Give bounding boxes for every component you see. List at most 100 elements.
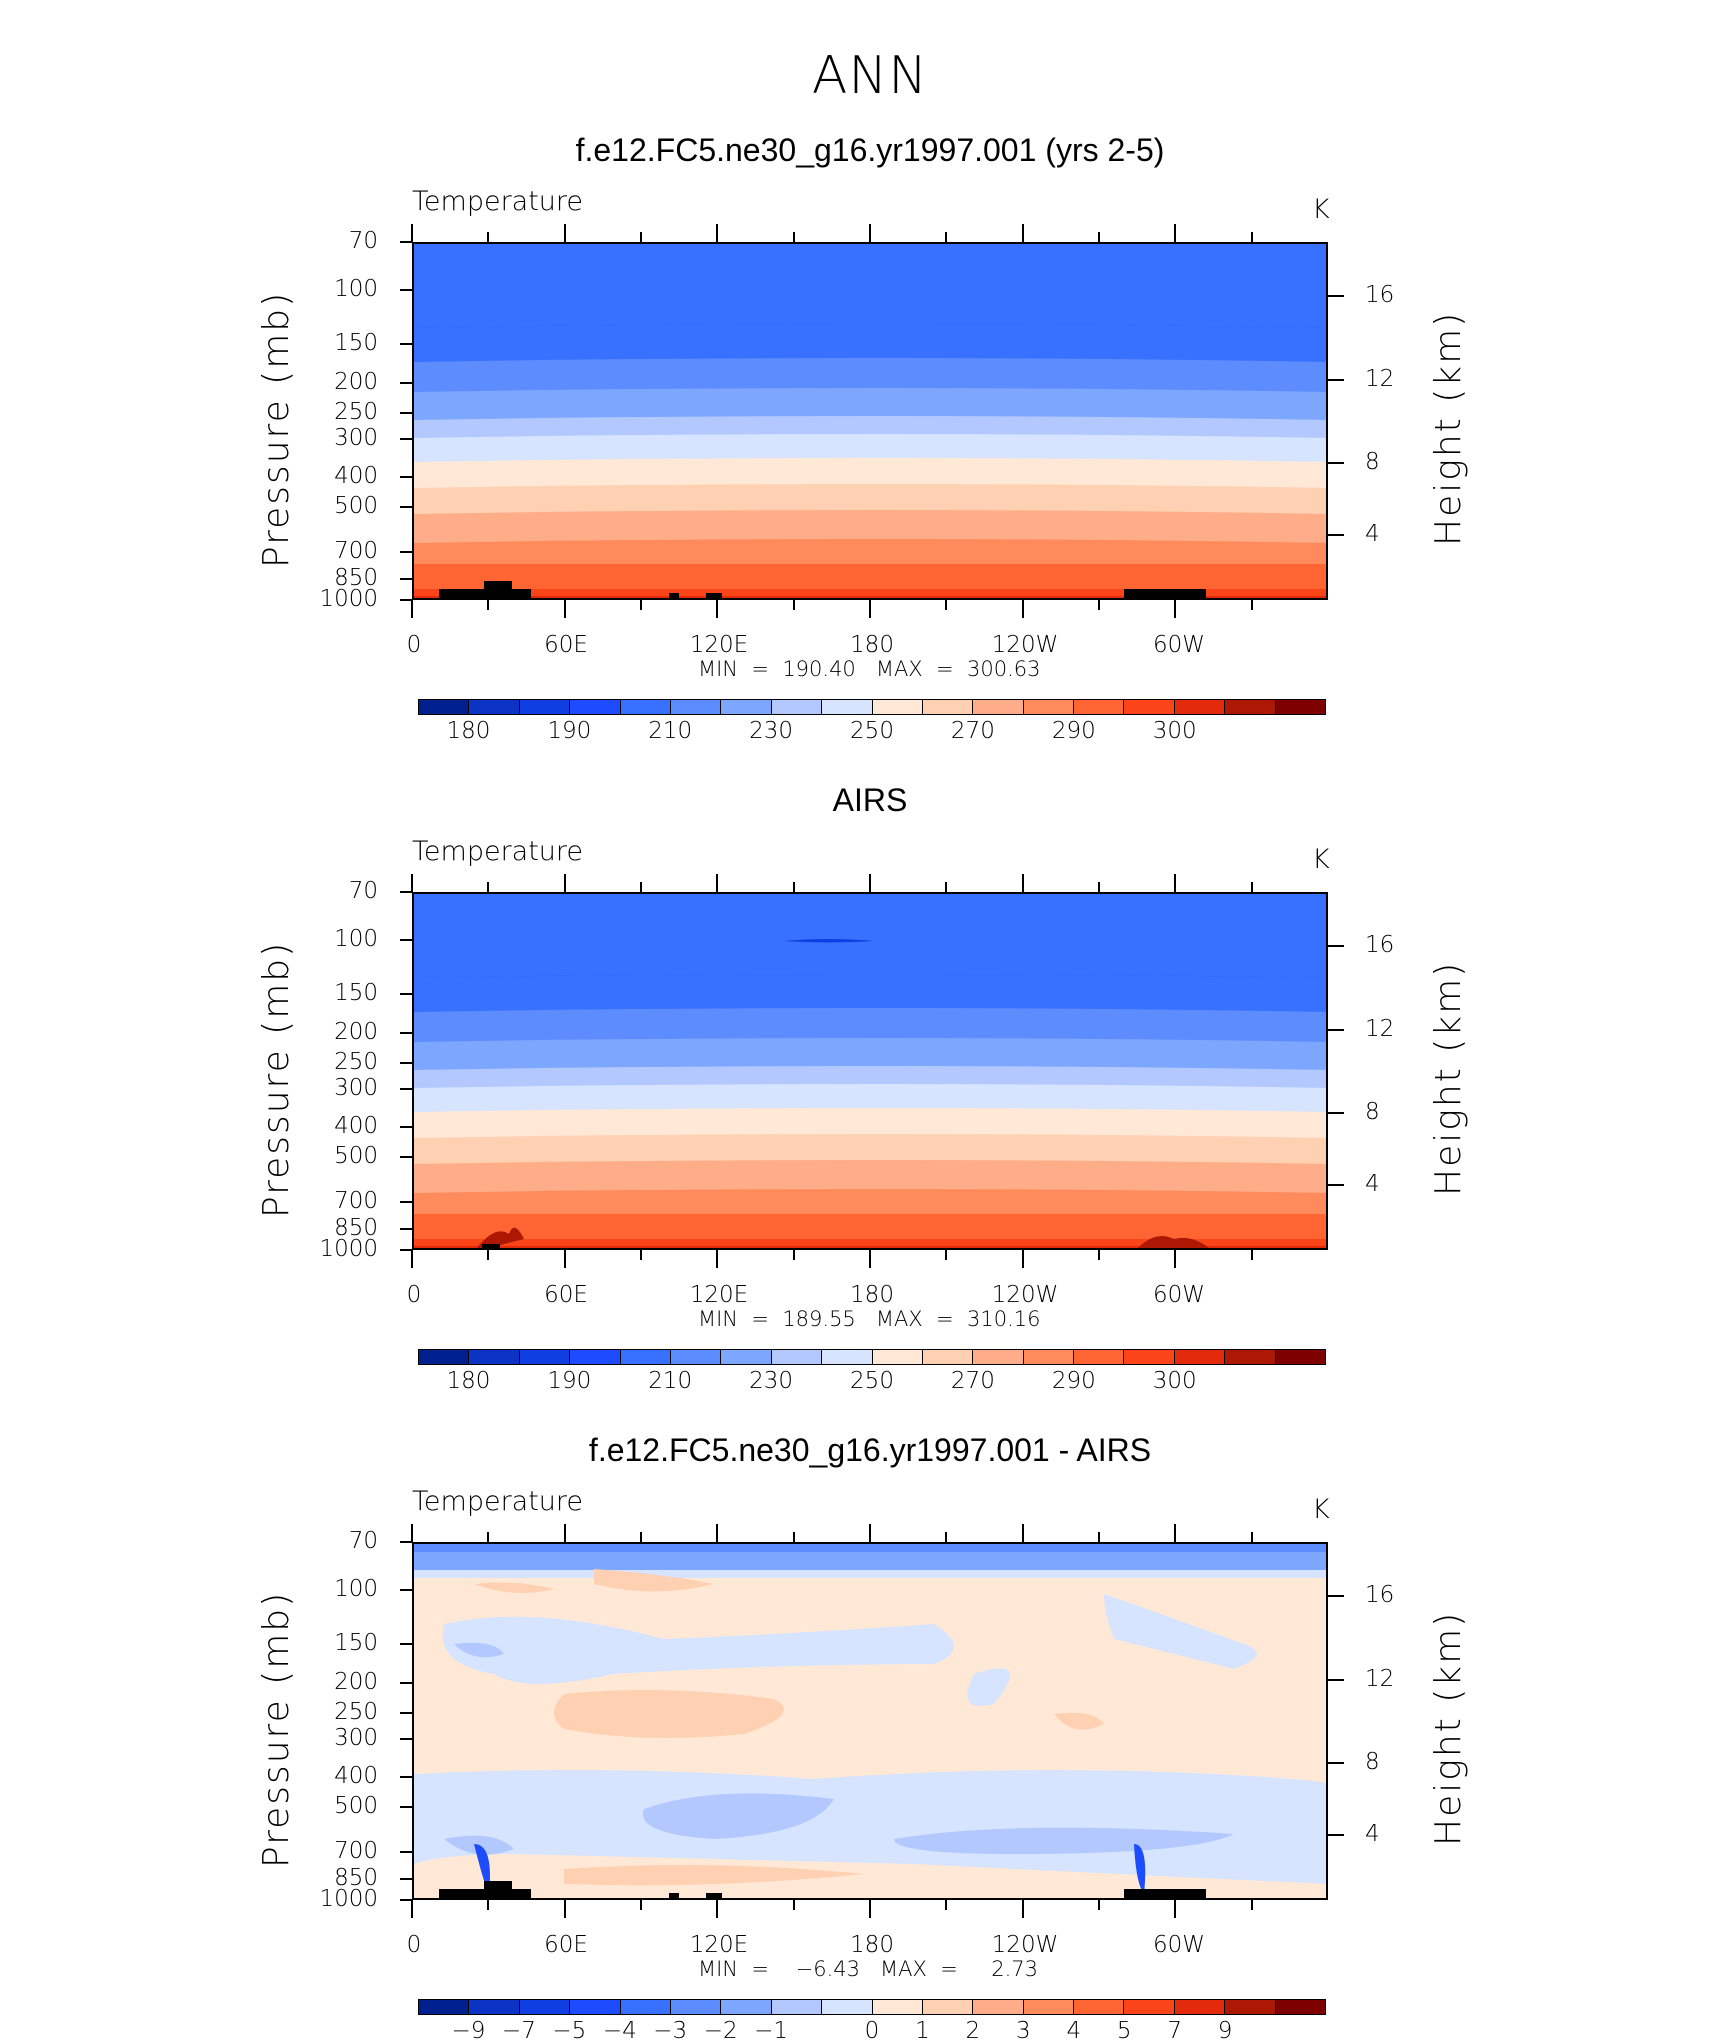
pressure-tick-label: 500 [334, 493, 378, 519]
colorbar-swatch [1225, 2000, 1276, 2014]
tick-mark [1022, 874, 1024, 892]
colorbar-swatch [771, 1350, 823, 1364]
tick-mark [640, 1532, 642, 1542]
tick-mark [400, 1249, 412, 1251]
pressure-tick-label: 500 [334, 1793, 378, 1819]
tick-mark [1174, 600, 1176, 618]
contour-plot [412, 892, 1328, 1250]
colorbar-label: 250 [850, 718, 894, 744]
tick-mark [400, 578, 412, 580]
topography-mask [706, 1893, 722, 1898]
pressure-tick-label: 200 [334, 369, 378, 395]
colorbar-label: 270 [950, 1368, 995, 1394]
colorbar-swatch [872, 1350, 923, 1364]
tick-mark [1022, 1900, 1024, 1918]
colorbar-swatch [519, 2000, 571, 2014]
panel-title: f.e12.FC5.ne30_g16.yr1997.001 (yrs 2-5) [575, 132, 1165, 168]
contour-region [967, 1668, 1010, 1706]
tick-mark [1328, 534, 1344, 536]
tick-mark [564, 1250, 566, 1268]
tick-mark [564, 1900, 566, 1918]
tick-mark [1098, 600, 1100, 610]
tick-mark [1098, 882, 1100, 892]
colorbar-swatch [620, 1350, 671, 1364]
tick-mark [400, 939, 412, 941]
colorbar-swatch [1225, 1350, 1276, 1364]
longitude-tick-label: 60E [544, 1932, 588, 1958]
colorbar-label: 1 [915, 2018, 930, 2044]
pressure-tick-label: 850 [334, 1215, 378, 1241]
tick-mark [487, 882, 489, 892]
colorbar-swatch [570, 2000, 621, 2014]
tick-mark [411, 874, 413, 892]
height-tick-label: 16 [1365, 1582, 1395, 1608]
topography-mask [484, 581, 512, 598]
colorbar-swatch [922, 1350, 974, 1364]
pressure-tick-label: 1000 [319, 586, 378, 612]
colorbar [418, 1349, 1326, 1365]
contour-field [414, 1544, 1326, 1898]
y-axis-title: Pressure (mb) [256, 1590, 297, 1868]
colorbar-swatch [973, 700, 1024, 714]
colorbar-label: 4 [1066, 2018, 1082, 2044]
contour-field [414, 244, 1326, 598]
tick-mark [411, 1900, 413, 1918]
pressure-tick-label: 150 [334, 330, 378, 356]
longitude-tick-label: 60W [1152, 632, 1205, 658]
contour-region [1054, 1712, 1104, 1730]
pressure-tick-label: 100 [334, 1576, 378, 1602]
tick-mark [640, 232, 642, 242]
longitude-tick-label: 120E [689, 632, 749, 658]
colorbar-swatch [922, 700, 974, 714]
colorbar-swatch [1124, 2000, 1175, 2014]
longitude-tick-label: 120W [991, 632, 1059, 658]
longitude-tick-label: 180 [850, 1932, 894, 1958]
height-tick-label: 4 [1365, 1821, 1380, 1847]
units-label: K [1312, 1494, 1330, 1525]
tick-mark [716, 1900, 718, 1918]
pressure-tick-label: 400 [334, 463, 378, 489]
tick-mark [1328, 1595, 1344, 1597]
colorbar-swatch [519, 700, 571, 714]
colorbar-swatch [721, 1350, 772, 1364]
tick-mark [869, 1524, 871, 1542]
contour-band [414, 1246, 1326, 1248]
tick-mark [1022, 1524, 1024, 1542]
min-max-stats: MIN = 190.40 MAX = 300.63 [698, 657, 1041, 681]
colorbar-label: −2 [703, 2018, 738, 2044]
variable-label: Temperature [412, 836, 584, 867]
tick-mark [400, 289, 412, 291]
height-tick-label: 16 [1365, 282, 1395, 308]
units-label: K [1312, 844, 1330, 875]
tick-mark [640, 600, 642, 610]
tick-mark [716, 1250, 718, 1268]
longitude-tick-label: 180 [850, 632, 894, 658]
tick-mark [400, 1228, 412, 1230]
tick-mark [564, 1524, 566, 1542]
tick-mark [400, 438, 412, 440]
colorbar [418, 699, 1326, 715]
topography-mask [482, 1244, 500, 1248]
tick-mark [1328, 1762, 1344, 1764]
colorbar-swatch [1074, 700, 1125, 714]
contour-region [1134, 1844, 1146, 1894]
variable-label: Temperature [412, 186, 584, 217]
tick-mark [793, 1532, 795, 1542]
colorbar-label: 290 [1051, 1368, 1096, 1394]
main-title: ANN [811, 46, 929, 106]
contour-band [414, 1570, 1326, 1578]
tick-mark [869, 1250, 871, 1268]
tick-mark [1098, 1900, 1100, 1910]
tick-mark [487, 1532, 489, 1542]
contour-region [1104, 1594, 1257, 1669]
contour-plot [412, 1542, 1328, 1900]
colorbar-swatch [670, 1350, 722, 1364]
colorbar-label: 250 [850, 1368, 894, 1394]
colorbar-swatch [822, 1350, 873, 1364]
contour-band [414, 1544, 1326, 1552]
tick-mark [400, 1851, 412, 1853]
colorbar-swatch [469, 2000, 520, 2014]
colorbar-label: −7 [501, 2018, 536, 2044]
tick-mark [1328, 945, 1344, 947]
tick-mark [793, 1900, 795, 1910]
